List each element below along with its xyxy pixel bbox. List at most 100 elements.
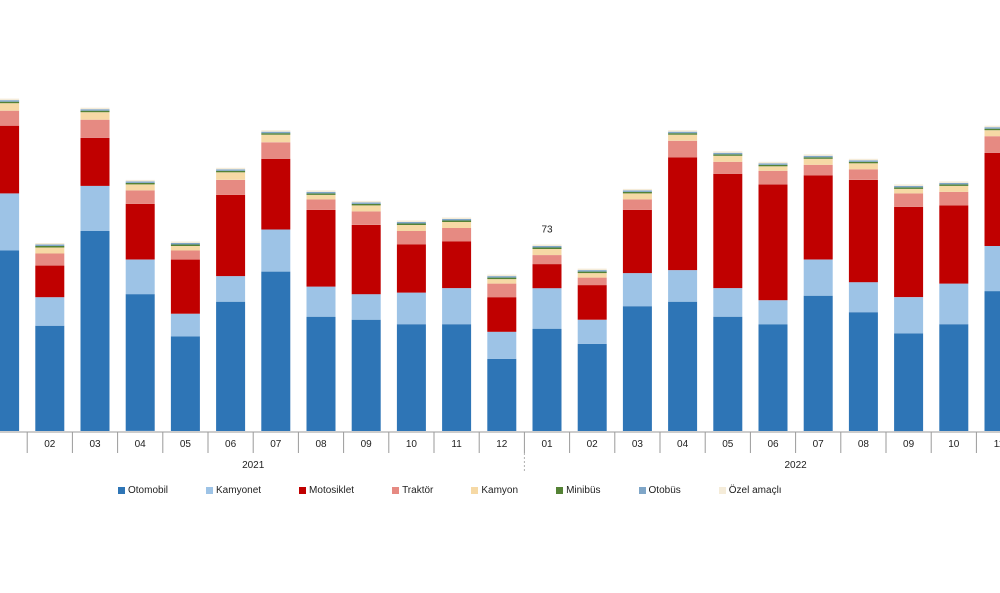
bar-trakt-r-4 (170, 250, 200, 260)
bar-otomobil-0 (0, 250, 20, 431)
bar-minib-s-15 (668, 133, 698, 135)
bar-kamyonet-16 (713, 288, 743, 317)
bar-motosiklet-12 (532, 264, 562, 289)
bar--zel-ama-l--22 (984, 125, 1000, 128)
bar-minib-s-8 (351, 203, 381, 206)
bar-minib-s-0 (0, 101, 20, 104)
bar-otob-s-13 (577, 270, 607, 272)
bar-kamyonet-14 (622, 273, 652, 307)
bar--zel-ama-l--2 (80, 107, 110, 110)
legend-swatch (392, 486, 400, 494)
bar-trakt-r-13 (577, 277, 607, 286)
bar-minib-s-13 (577, 271, 607, 274)
legend-label: Özel amaçlı (728, 484, 782, 496)
bar-otomobil-6 (261, 271, 291, 431)
legend-item: Kamyonet (206, 485, 261, 496)
bar-kamyon-2 (80, 112, 110, 120)
bar-motosiklet-19 (848, 179, 878, 283)
bar-otob-s-16 (713, 152, 743, 155)
bar-otomobil-8 (351, 319, 381, 431)
legend-label: Traktör (402, 484, 434, 496)
bar-otomobil-22 (984, 291, 1000, 431)
data-labels: 73 (541, 225, 553, 236)
legend-label: Minibüs (566, 484, 601, 496)
bar-otob-s-1 (35, 244, 65, 246)
legend-item: Otomobil (118, 485, 168, 496)
bar-trakt-r-21 (939, 191, 969, 206)
legend-swatch (638, 486, 646, 494)
bar-motosiklet-22 (984, 152, 1000, 246)
x-tick-label: 04 (677, 439, 689, 450)
bar--zel-ama-l--10 (442, 217, 472, 219)
bar--zel-ama-l--16 (713, 151, 743, 153)
bar-otomobil-17 (758, 324, 788, 431)
bar-motosiklet-17 (758, 184, 788, 301)
x-tick-label: 05 (180, 439, 192, 450)
bar-kamyon-0 (0, 103, 20, 111)
bar-kamyon-15 (668, 134, 698, 141)
bar-kamyonet-22 (984, 246, 1000, 292)
bar-trakt-r-17 (758, 170, 788, 185)
bar-kamyonet-6 (261, 229, 291, 272)
bar--zel-ama-l--11 (487, 274, 517, 277)
bar--zel-ama-l--4 (170, 241, 200, 243)
bar-otomobil-16 (713, 316, 743, 431)
legend-item: Otobüs (638, 485, 681, 496)
bar-otomobil-7 (306, 316, 336, 431)
bar-otob-s-10 (442, 219, 472, 221)
bar-kamyon-1 (35, 247, 65, 254)
bar-motosiklet-18 (803, 175, 833, 260)
bar--zel-ama-l--21 (939, 181, 969, 183)
bar-otomobil-9 (396, 324, 426, 431)
bar-minib-s-22 (984, 128, 1000, 131)
bar-kamyonet-19 (848, 282, 878, 313)
bar-trakt-r-15 (668, 140, 698, 158)
bar-trakt-r-14 (622, 199, 652, 210)
bar-trakt-r-11 (487, 283, 517, 298)
bar-kamyon-18 (803, 158, 833, 165)
bar-kamyonet-2 (80, 185, 110, 231)
bars-group (0, 98, 1000, 432)
bar-minib-s-20 (894, 187, 924, 189)
bar-otob-s-4 (170, 243, 200, 245)
bar-minib-s-10 (442, 220, 472, 222)
legend-swatch (556, 486, 564, 494)
bar-otob-s-8 (351, 202, 381, 204)
bar-otob-s-11 (487, 276, 517, 278)
bar-kamyon-8 (351, 205, 381, 212)
x-tick-label: 03 (632, 439, 644, 450)
x-tick-label: 11 (994, 439, 1000, 450)
bar-trakt-r-2 (80, 119, 110, 138)
bar--zel-ama-l--17 (758, 161, 788, 164)
bar-trakt-r-6 (261, 142, 291, 159)
bar--zel-ama-l--20 (894, 184, 924, 186)
bar-kamyonet-21 (939, 283, 969, 325)
bar-trakt-r-10 (442, 228, 472, 242)
bar-trakt-r-3 (125, 190, 155, 204)
bar-kamyonet-12 (532, 288, 562, 329)
x-tick-label: 06 (225, 439, 237, 450)
bar-kamyon-4 (170, 246, 200, 251)
bar-motosiklet-9 (396, 244, 426, 293)
x-tick-label: 12 (496, 439, 508, 450)
bar-trakt-r-18 (803, 164, 833, 176)
bar-kamyon-6 (261, 134, 291, 143)
x-tick-label: 02 (44, 439, 56, 450)
x-tick-label: 03 (89, 439, 101, 450)
bar-otob-s-19 (848, 160, 878, 162)
bar--zel-ama-l--19 (848, 158, 878, 161)
bar-minib-s-12 (532, 247, 562, 249)
bar-motosiklet-0 (0, 125, 20, 194)
bar--zel-ama-l--8 (351, 200, 381, 203)
bar--zel-ama-l--14 (622, 188, 652, 191)
bar--zel-ama-l--9 (396, 220, 426, 222)
bar-kamyonet-15 (668, 270, 698, 302)
bar-otob-s-5 (216, 169, 246, 171)
bar-trakt-r-7 (306, 199, 336, 210)
bar--zel-ama-l--3 (125, 179, 155, 182)
bar-otob-s-20 (894, 185, 924, 188)
bar-kamyon-14 (622, 193, 652, 200)
legend-item: Kamyon (471, 485, 518, 496)
bar-minib-s-4 (170, 244, 200, 246)
